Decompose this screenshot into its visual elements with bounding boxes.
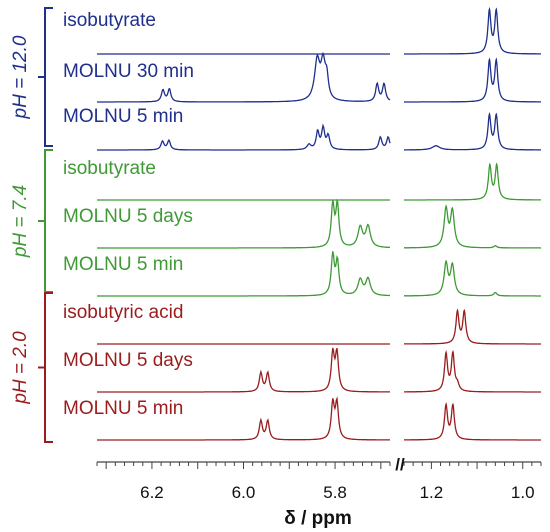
spectrum-label-7: isobutyric acid [63, 302, 183, 323]
spectrum-label-6: MOLNU 5 min [63, 254, 183, 275]
spectrum-trace-6-segment-2 [404, 259, 541, 297]
spectrum-trace-4-segment-2 [404, 162, 541, 201]
ph-label-2: pH = 7.4 [10, 185, 31, 258]
ph-bracket-2 [38, 149, 53, 293]
spectrum-label-5: MOLNU 5 days [63, 206, 193, 227]
spectrum-trace-7-segment-2 [404, 308, 541, 345]
ph-label-1: pH = 12.0 [10, 35, 31, 119]
spectrum-label-9: MOLNU 5 min [63, 398, 183, 419]
x-axis-ticks: 6.2 6.0 5.8 1.2 1.0 [96, 462, 542, 502]
spectrum-label-4: isobutyrate [63, 158, 156, 179]
spectra-traces [97, 6, 541, 441]
spectrum-trace-2-segment-1 [97, 51, 391, 103]
ph-label-3: pH = 2.0 [10, 331, 31, 405]
ph-group-brackets: pH = 12.0 pH = 7.4 pH = 2.0 [10, 7, 53, 443]
x-tick-label: 1.2 [420, 483, 444, 502]
spectrum-trace-3-segment-2 [404, 112, 541, 151]
spectrum-label-1: isobutyrate [63, 10, 156, 31]
spectrum-trace-1-segment-2 [404, 6, 541, 55]
spectrum-label-8: MOLNU 5 days [63, 350, 193, 371]
x-tick-label: 6.2 [140, 483, 164, 502]
x-axis-title: δ / ppm [284, 508, 351, 529]
spectrum-trace-2-segment-2 [404, 57, 541, 103]
spectrum-labels: isobutyrate MOLNU 30 min MOLNU 5 min isobut… [63, 10, 194, 419]
spectrum-trace-8-segment-1 [97, 347, 390, 393]
ph-bracket-3 [38, 292, 53, 443]
spectrum-label-3: MOLNU 5 min [63, 106, 183, 127]
spectrum-trace-3-segment-1 [97, 123, 391, 151]
spectrum-label-2: MOLNU 30 min [63, 61, 194, 82]
axis-break-mark: // [395, 455, 405, 474]
x-tick-label: 6.0 [232, 483, 256, 502]
spectrum-trace-9-segment-1 [97, 396, 390, 441]
spectrum-trace-5-segment-1 [97, 198, 390, 249]
ph-bracket-1 [38, 7, 53, 147]
spectrum-trace-6-segment-1 [97, 251, 390, 297]
x-tick-label: 5.8 [323, 483, 347, 502]
x-axis: 6.2 6.0 5.8 1.2 1.0 // δ / ppm [96, 455, 542, 529]
spectrum-trace-9-segment-2 [404, 402, 541, 441]
x-tick-label: 1.0 [511, 483, 535, 502]
spectrum-trace-8-segment-2 [404, 349, 541, 393]
spectrum-trace-5-segment-2 [404, 204, 541, 249]
